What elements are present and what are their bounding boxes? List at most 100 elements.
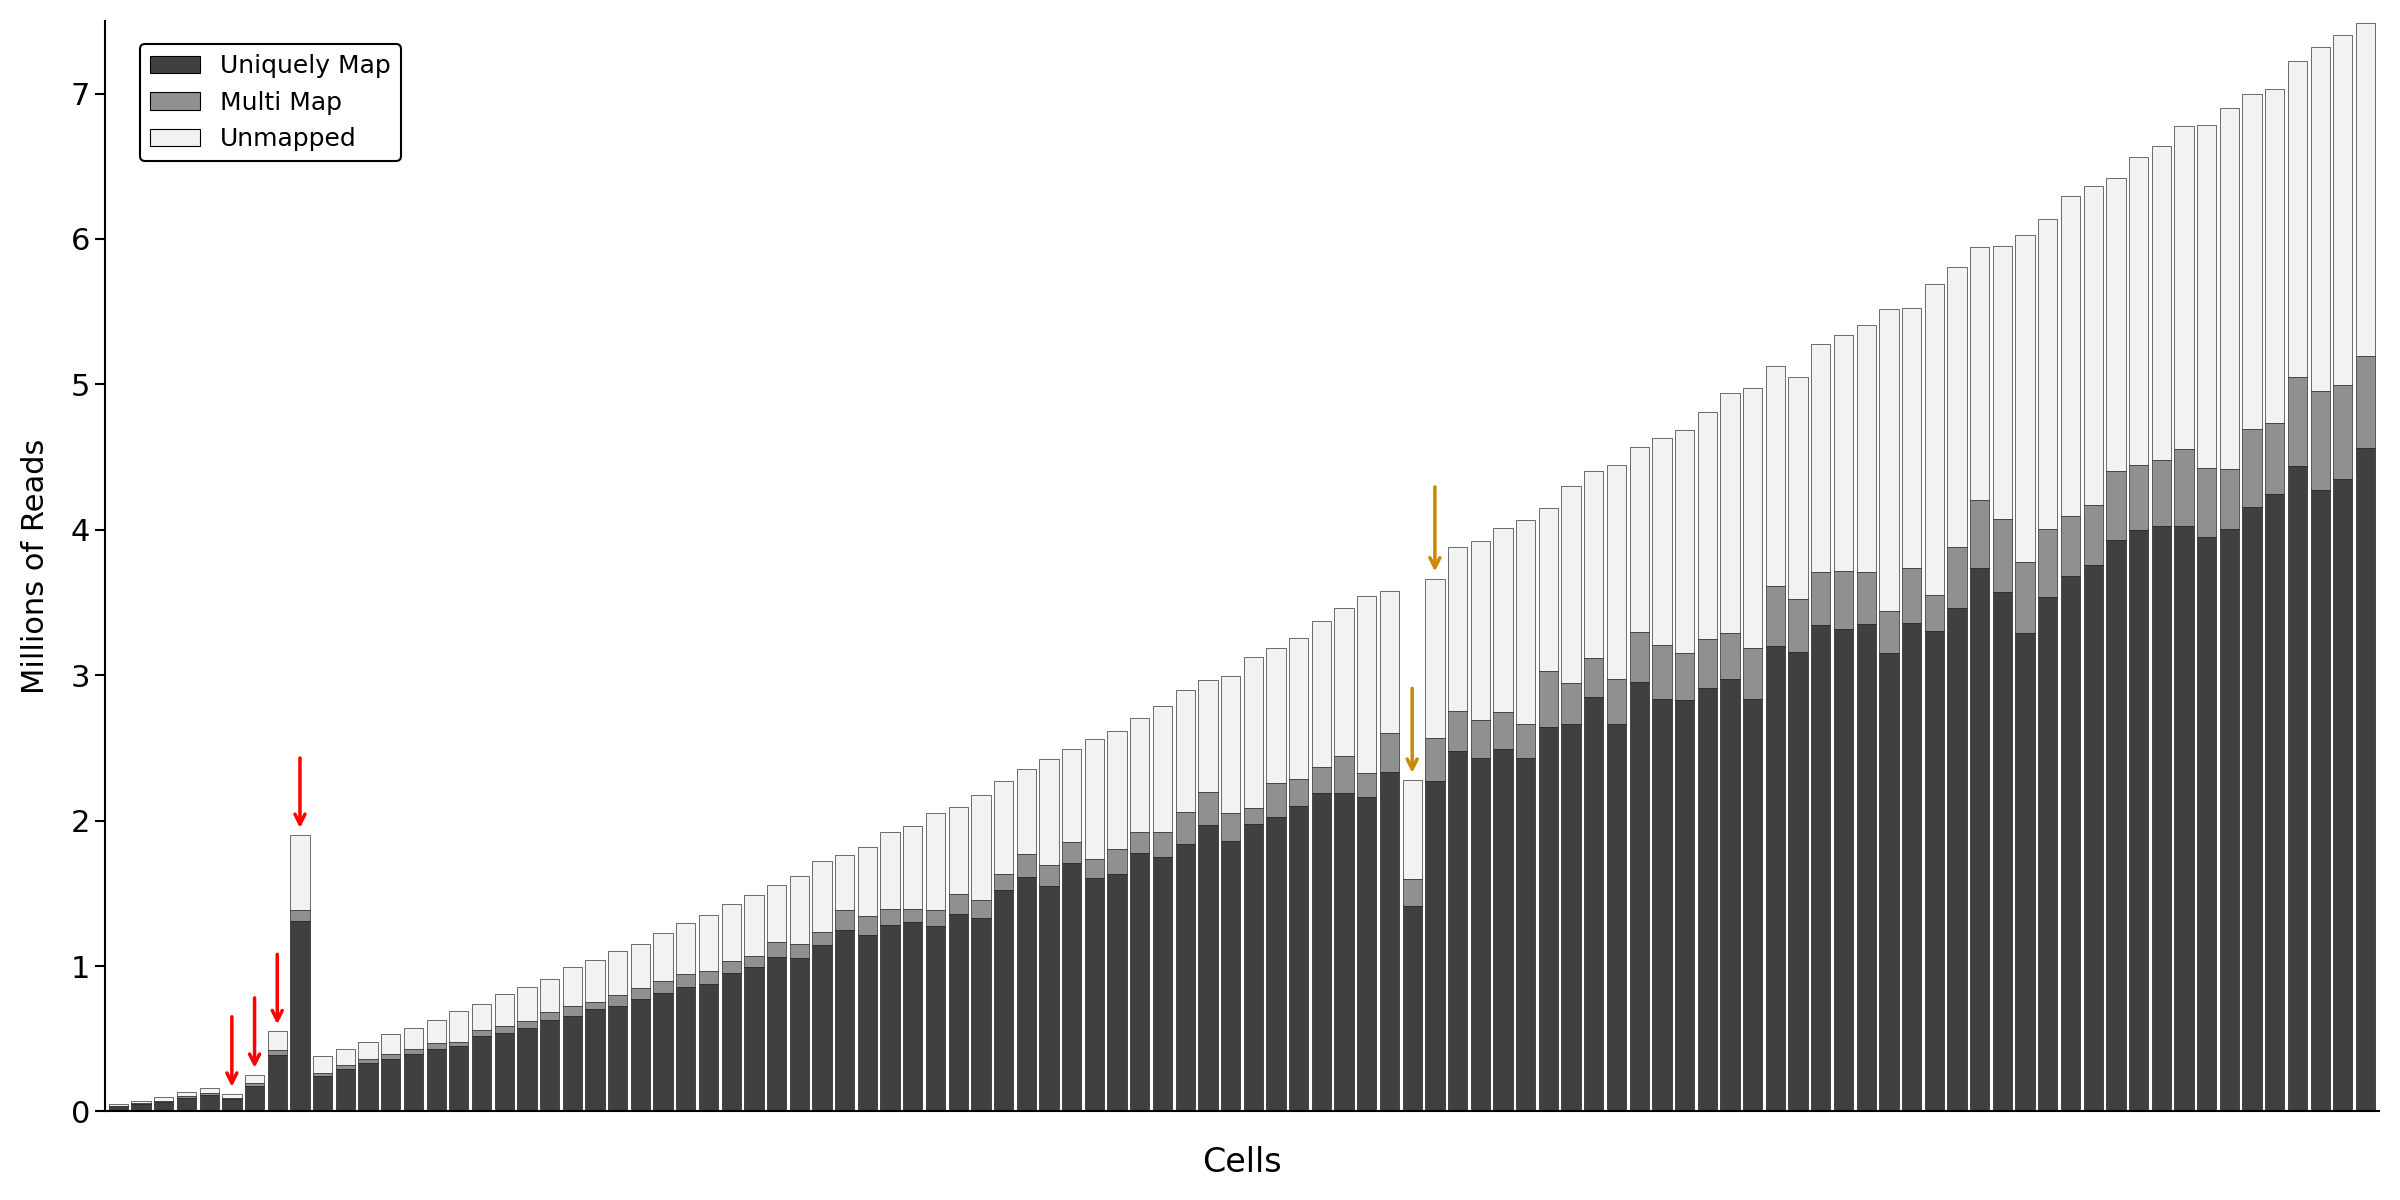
Bar [1380, 772, 1399, 1111]
Bar [1152, 857, 1171, 1111]
Bar [2083, 186, 2102, 505]
Bar [994, 890, 1013, 1111]
Y-axis label: Millions of Reads: Millions of Reads [22, 438, 50, 694]
Bar [586, 960, 605, 1002]
Bar [427, 1043, 446, 1049]
Bar [2266, 424, 2285, 494]
Bar [1766, 647, 1786, 1111]
Bar [2083, 565, 2102, 1111]
Bar [586, 1002, 605, 1008]
Bar [562, 967, 581, 1007]
Bar [994, 874, 1013, 890]
Bar [722, 961, 742, 973]
Bar [199, 1094, 218, 1111]
Bar [2016, 562, 2035, 632]
Bar [1562, 486, 1582, 683]
Bar [972, 900, 991, 918]
Bar [1608, 679, 1627, 724]
Bar [744, 895, 763, 956]
Bar [1130, 832, 1150, 853]
Bar [1198, 792, 1217, 826]
Bar [857, 917, 876, 935]
Bar [1992, 246, 2011, 518]
Bar [1630, 631, 1649, 683]
Bar [835, 930, 854, 1111]
Bar [607, 1006, 626, 1111]
Bar [1879, 653, 1898, 1111]
Bar [427, 1049, 446, 1111]
Bar [1039, 865, 1058, 886]
Bar [336, 1066, 355, 1069]
Bar [1402, 780, 1421, 880]
Bar [1608, 724, 1627, 1111]
Bar [540, 1012, 559, 1020]
Bar [518, 1021, 538, 1028]
Bar [449, 1046, 468, 1111]
Bar [1858, 324, 1877, 572]
Bar [2311, 391, 2330, 490]
Bar [494, 995, 514, 1026]
Bar [1538, 672, 1558, 727]
Bar [382, 1055, 401, 1058]
Bar [1222, 814, 1241, 841]
Bar [653, 982, 672, 994]
Bar [132, 1104, 151, 1111]
Bar [2333, 35, 2352, 385]
Bar [722, 973, 742, 1111]
Bar [1766, 586, 1786, 647]
Bar [902, 922, 922, 1111]
Bar [631, 988, 650, 1000]
Bar [744, 967, 763, 1111]
Bar [1356, 773, 1378, 797]
Bar [449, 1042, 468, 1046]
Bar [1267, 648, 1286, 784]
Bar [154, 1097, 173, 1100]
Bar [1812, 571, 1831, 624]
Bar [223, 1094, 242, 1098]
Bar [1267, 784, 1286, 817]
Bar [607, 995, 626, 1006]
Bar [1584, 697, 1603, 1111]
Bar [199, 1093, 218, 1094]
Bar [811, 946, 833, 1111]
Bar [382, 1034, 401, 1055]
Bar [1517, 758, 1536, 1111]
Bar [1651, 644, 1670, 700]
Bar [2220, 469, 2239, 529]
Bar [223, 1099, 242, 1111]
Bar [1879, 611, 1898, 653]
Bar [2357, 448, 2376, 1111]
Bar [926, 925, 946, 1111]
Bar [1697, 412, 1716, 640]
Bar [1742, 698, 1762, 1111]
Bar [1267, 817, 1286, 1111]
Bar [1517, 520, 1536, 724]
Bar [2174, 126, 2194, 449]
Bar [1447, 547, 1466, 712]
Bar [768, 956, 787, 1111]
Bar [2153, 146, 2172, 461]
Bar [1925, 284, 1944, 595]
Bar [1970, 247, 1990, 499]
Bar [2153, 526, 2172, 1111]
Bar [2174, 526, 2194, 1111]
Bar [2287, 466, 2306, 1111]
Bar [994, 781, 1013, 874]
Bar [857, 935, 876, 1111]
Bar [790, 958, 809, 1111]
Bar [631, 943, 650, 988]
Bar [540, 979, 559, 1012]
Bar [1742, 389, 1762, 648]
Bar [1742, 648, 1762, 698]
Bar [1697, 640, 1716, 688]
Bar [1018, 854, 1037, 876]
Bar [1946, 608, 1966, 1111]
Bar [1471, 541, 1490, 720]
Bar [1063, 749, 1082, 842]
Bar [948, 808, 967, 894]
Bar [1721, 392, 1740, 634]
Bar [403, 1054, 422, 1111]
Bar [881, 833, 900, 910]
Legend: Uniquely Map, Multi Map, Unmapped: Uniquely Map, Multi Map, Unmapped [139, 44, 401, 161]
Bar [269, 1055, 288, 1111]
